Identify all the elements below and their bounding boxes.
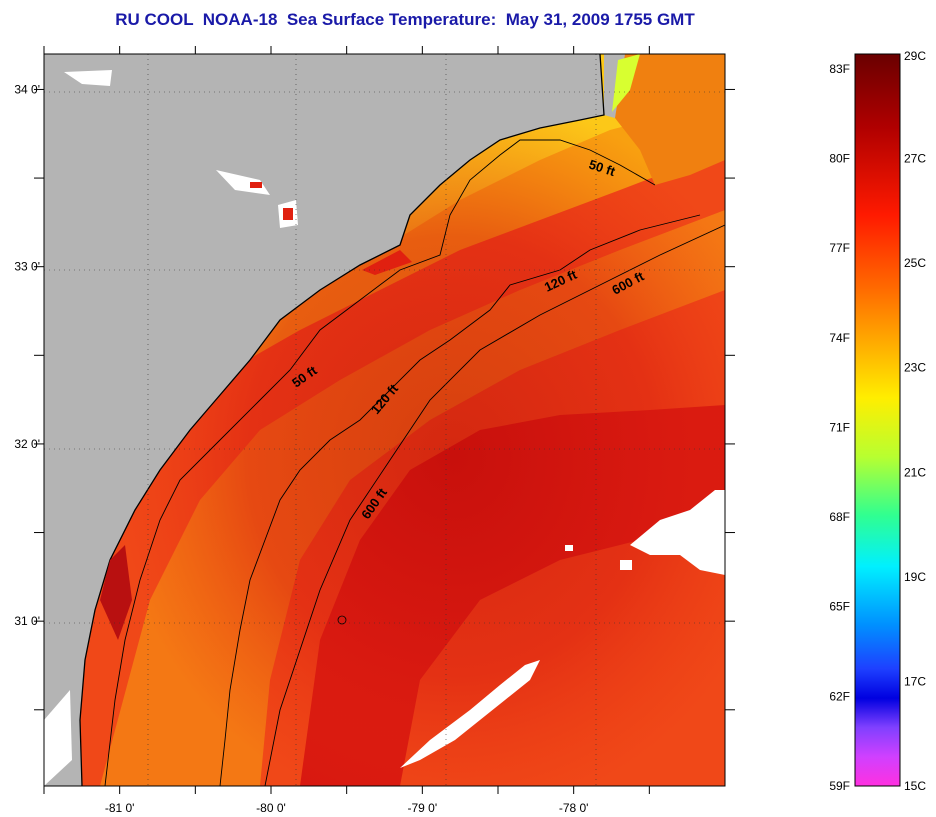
colorbar-ticks: 29C 27C 25C 23C 21C 19C 17C 15C 83F 80F 77F 74F 71F 6… [829, 49, 926, 793]
colorbar-fahrenheit-label: 65F [829, 600, 850, 614]
lon-tick-label: -78 0' [559, 801, 589, 815]
axis-ticks [34, 46, 735, 794]
colorbar-celsius-label: 25C [904, 256, 926, 270]
lat-tick-label: 33 0' [14, 260, 40, 274]
colorbar-celsius-label: 29C [904, 49, 926, 63]
colorbar-celsius-label: 21C [904, 465, 926, 479]
colorbar-celsius-label: 27C [904, 152, 926, 166]
colorbar-fahrenheit-label: 71F [829, 420, 850, 434]
colorbar-celsius-label: 15C [904, 779, 926, 793]
land-mass [44, 54, 604, 786]
contour-600ft [264, 224, 725, 786]
colorbar-fahrenheit-label: 68F [829, 510, 850, 524]
colorbar-celsius-label: 17C [904, 674, 926, 688]
lat-tick-label: 34 0' [14, 82, 40, 96]
colorbar-celsius-label: 19C [904, 570, 926, 584]
colorbar-fahrenheit-label: 74F [829, 331, 850, 345]
colorbar-fahrenheit-label: 62F [829, 689, 850, 703]
map-frame [43, 53, 726, 787]
lat-tick-label: 31 0' [14, 614, 40, 628]
colorbar-fahrenheit-label: 59F [829, 779, 850, 793]
lon-tick-label: -81 0' [105, 801, 135, 815]
colorbar-fahrenheit-label: 83F [829, 62, 850, 76]
colorbar [854, 53, 901, 787]
colorbar-fahrenheit-label: 80F [829, 152, 850, 166]
pamlico-water [615, 54, 725, 185]
cloud-patch-east [630, 490, 725, 575]
colorbar-fahrenheit-label: 77F [829, 241, 850, 255]
lon-tick-label: -80 0' [256, 801, 286, 815]
map-panel [44, 54, 725, 786]
lon-tick-label: -79 0' [408, 801, 438, 815]
map-title: RU COOL NOAA-18 Sea Surface Temperature:… [115, 10, 695, 29]
graticule [44, 54, 725, 786]
colorbar-celsius-label: 23C [904, 361, 926, 375]
coastline [79, 54, 605, 786]
contour-50ft [104, 139, 656, 786]
lat-tick-label: 32 0' [14, 437, 40, 451]
cloud-patch-south [400, 660, 540, 768]
axis-labels: -81 0' -80 0' -79 0' -78 0' 34 0' 33 0' 32 0' 3… [14, 82, 588, 815]
